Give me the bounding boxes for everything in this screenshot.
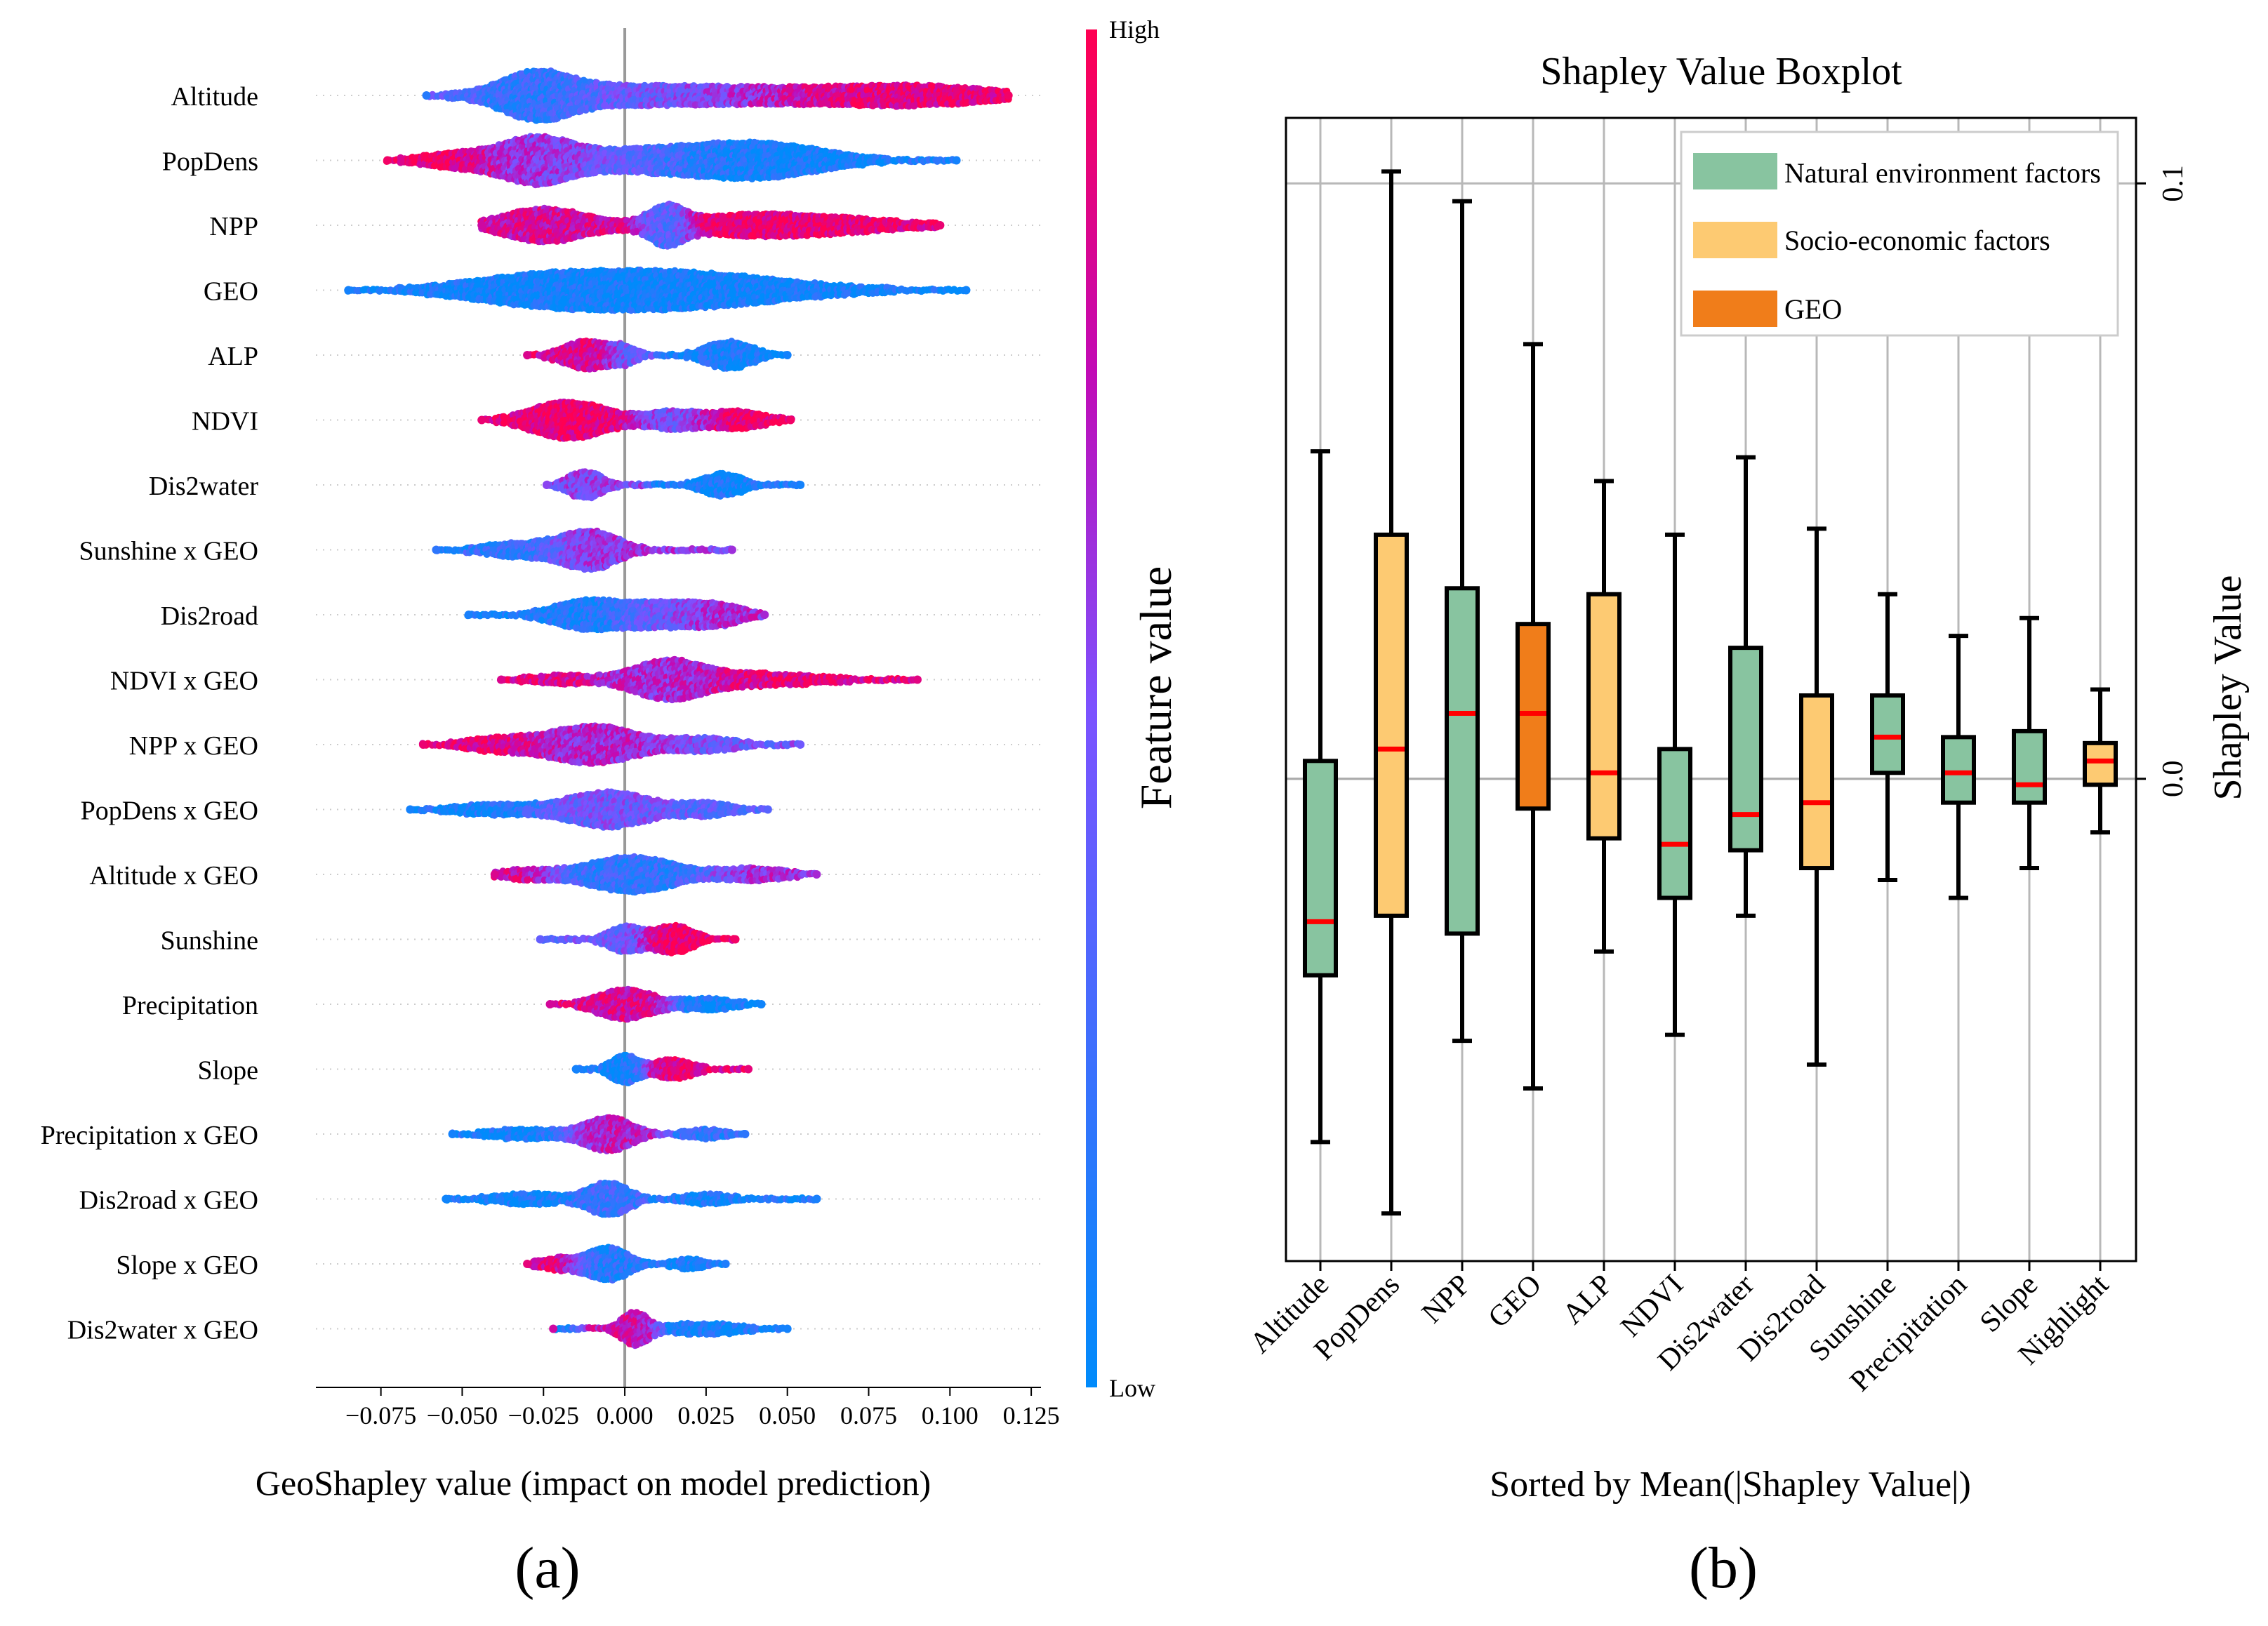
a-dot-outlier (952, 156, 961, 165)
a-swarm-geo (344, 266, 971, 314)
a-dot-outlier (1004, 91, 1013, 100)
a-swarm-popdens (383, 133, 961, 189)
a-dot-outlier (422, 91, 431, 100)
a-swarm-altitude (422, 67, 1013, 124)
a-swarm-ndvi (477, 398, 795, 442)
a-dot-outlier (344, 286, 353, 295)
a-dot-outlier (962, 286, 971, 295)
a-dot-outlier (477, 221, 486, 229)
a-dot-outlier (523, 351, 532, 359)
a-dot-outlier (936, 221, 945, 229)
a-dot-outlier (783, 351, 792, 359)
a-swarm-npp (477, 200, 945, 250)
a-swarm-alp (523, 338, 792, 373)
a-dot-outlier (383, 156, 392, 165)
panel-a: AltitudePopDensNPPGEOALPNDVIDis2waterSun… (41, 15, 1181, 1601)
a-beeswarm-dots (344, 67, 1013, 1350)
